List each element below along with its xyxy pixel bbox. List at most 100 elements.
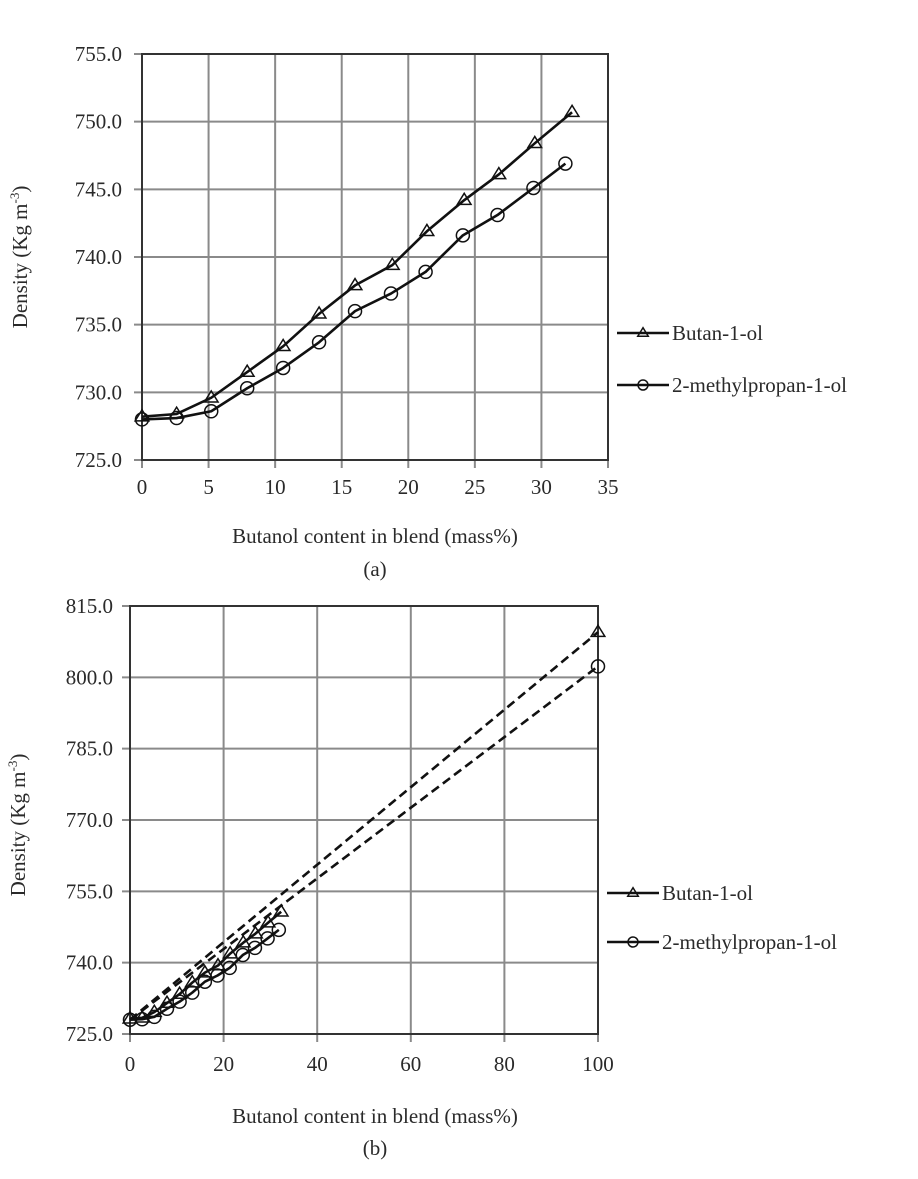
circle-marker	[197, 974, 213, 989]
circle-marker	[275, 360, 291, 376]
triangle-marker	[589, 623, 607, 638]
y-tick-label: 735.0	[75, 313, 122, 337]
circle-marker	[159, 1001, 175, 1017]
chart-a-x-ticks: 0 5 10 15 20 25 30 35	[137, 475, 619, 499]
series-line-triangle	[129, 910, 282, 1021]
circle-marker	[134, 412, 150, 427]
triangle-marker	[158, 994, 176, 1009]
dashed-trendline	[129, 631, 599, 1021]
circle-marker	[235, 947, 251, 963]
y-tick-label: 740.0	[75, 245, 122, 269]
circle-marker	[169, 410, 184, 426]
triangle-marker	[121, 1010, 139, 1024]
circle-marker	[311, 335, 327, 350]
circle-marker	[122, 1012, 138, 1027]
legend-label: 2-methylpropan-1-ol	[672, 373, 847, 397]
circle-marker	[260, 931, 275, 946]
dashed-trendline	[129, 665, 599, 1021]
y-tick-label: 745.0	[75, 177, 122, 201]
chart-a-grid	[134, 53, 609, 468]
triangle-marker	[259, 914, 277, 928]
triangle-marker	[133, 1009, 151, 1023]
triangle-marker	[133, 408, 151, 422]
circle-marker	[590, 659, 606, 674]
triangle-marker	[203, 389, 220, 403]
legend-item: 2-methylpropan-1-ol	[607, 930, 837, 954]
x-tick-label: 30	[531, 475, 552, 499]
chart-a-x-axis-title: Butanol content in blend (mass%)	[232, 524, 518, 548]
y-tick-label: 755.0	[66, 879, 113, 903]
chart-a-series	[133, 103, 581, 427]
legend-label: 2-methylpropan-1-ol	[662, 930, 837, 954]
triangle-marker	[346, 277, 364, 291]
circle-marker	[239, 381, 255, 396]
circle-marker	[247, 940, 263, 956]
legend-label: Butan-1-ol	[662, 881, 753, 905]
y-tick-label: 815.0	[66, 594, 113, 618]
y-tick-label: 725.0	[75, 448, 122, 472]
triangle-marker	[247, 925, 264, 939]
x-tick-label: 40	[307, 1052, 328, 1076]
chart-a-legend: Butan-1-ol 2-methylpropan-1-ol	[617, 321, 847, 397]
circle-marker	[210, 968, 225, 983]
y-tick-label: 730.0	[75, 380, 122, 404]
circle-marker	[172, 994, 187, 1009]
triangle-marker	[235, 934, 252, 948]
circle-marker	[526, 180, 541, 196]
chart-b-legend: Butan-1-ol 2-methylpropan-1-ol	[607, 881, 837, 954]
circle-marker	[627, 936, 639, 948]
y-tick-label: 770.0	[66, 808, 113, 832]
y-tick-label: 740.0	[66, 951, 113, 975]
triangle-marker	[418, 223, 436, 237]
circle-marker	[418, 264, 433, 280]
circle-marker	[347, 303, 363, 319]
y-tick-label: 800.0	[66, 665, 113, 689]
x-tick-label: 35	[598, 475, 619, 499]
x-tick-label: 0	[125, 1052, 136, 1076]
chart-b-trendlines	[129, 631, 599, 1021]
plot-area-border	[129, 605, 599, 1035]
x-tick-label: 25	[464, 475, 485, 499]
chart-b-panel-label: (b)	[363, 1136, 388, 1160]
chart-b: 725.0 740.0 755.0 770.0 785.0 800.0 815.0 0 20 4…	[5, 594, 837, 1160]
circle-marker	[184, 985, 200, 1000]
triangle-marker	[626, 886, 640, 897]
x-tick-label: 10	[265, 475, 286, 499]
series-line-circle	[129, 928, 280, 1022]
triangle-marker	[239, 363, 256, 377]
chart-b-series	[121, 623, 607, 1027]
x-tick-label: 20	[213, 1052, 234, 1076]
circle-marker	[383, 286, 399, 301]
chart-a-panel-label: (a)	[363, 557, 386, 581]
x-tick-label: 5	[203, 475, 214, 499]
circle-marker	[147, 1009, 162, 1025]
triangle-marker	[221, 945, 239, 959]
chart-b-y-axis-title: Density (Kg m-3)	[5, 754, 30, 897]
legend-item: Butan-1-ol	[607, 881, 753, 905]
plot-area-border	[141, 53, 609, 461]
x-tick-label: 20	[398, 475, 419, 499]
triangle-marker	[456, 191, 473, 206]
triangle-marker	[171, 985, 188, 1000]
circle-marker	[558, 156, 573, 171]
triangle-marker	[563, 103, 581, 118]
triangle-marker	[384, 256, 401, 271]
circle-marker	[203, 404, 219, 419]
triangle-marker	[636, 326, 650, 337]
chart-a-y-ticks: 725.0 730.0 735.0 740.0 745.0 750.0 755.0	[75, 42, 122, 472]
x-tick-label: 80	[494, 1052, 515, 1076]
x-tick-label: 100	[582, 1052, 614, 1076]
series-line-circle	[141, 162, 567, 421]
x-tick-label: 15	[331, 475, 352, 499]
y-tick-label: 755.0	[75, 42, 122, 66]
chart-a-y-axis-title: Density (Kg m-3)	[7, 186, 32, 329]
triangle-marker	[310, 305, 328, 319]
y-tick-label: 750.0	[75, 110, 122, 134]
triangle-marker	[490, 166, 507, 180]
circle-marker	[455, 228, 471, 243]
chart-b-y-ticks: 725.0 740.0 755.0 770.0 785.0 800.0 815.0	[66, 594, 113, 1046]
chart-b-x-axis-title: Butanol content in blend (mass%)	[232, 1104, 518, 1128]
circle-marker	[271, 922, 287, 938]
circle-marker	[490, 207, 505, 223]
triangle-marker	[272, 903, 290, 917]
